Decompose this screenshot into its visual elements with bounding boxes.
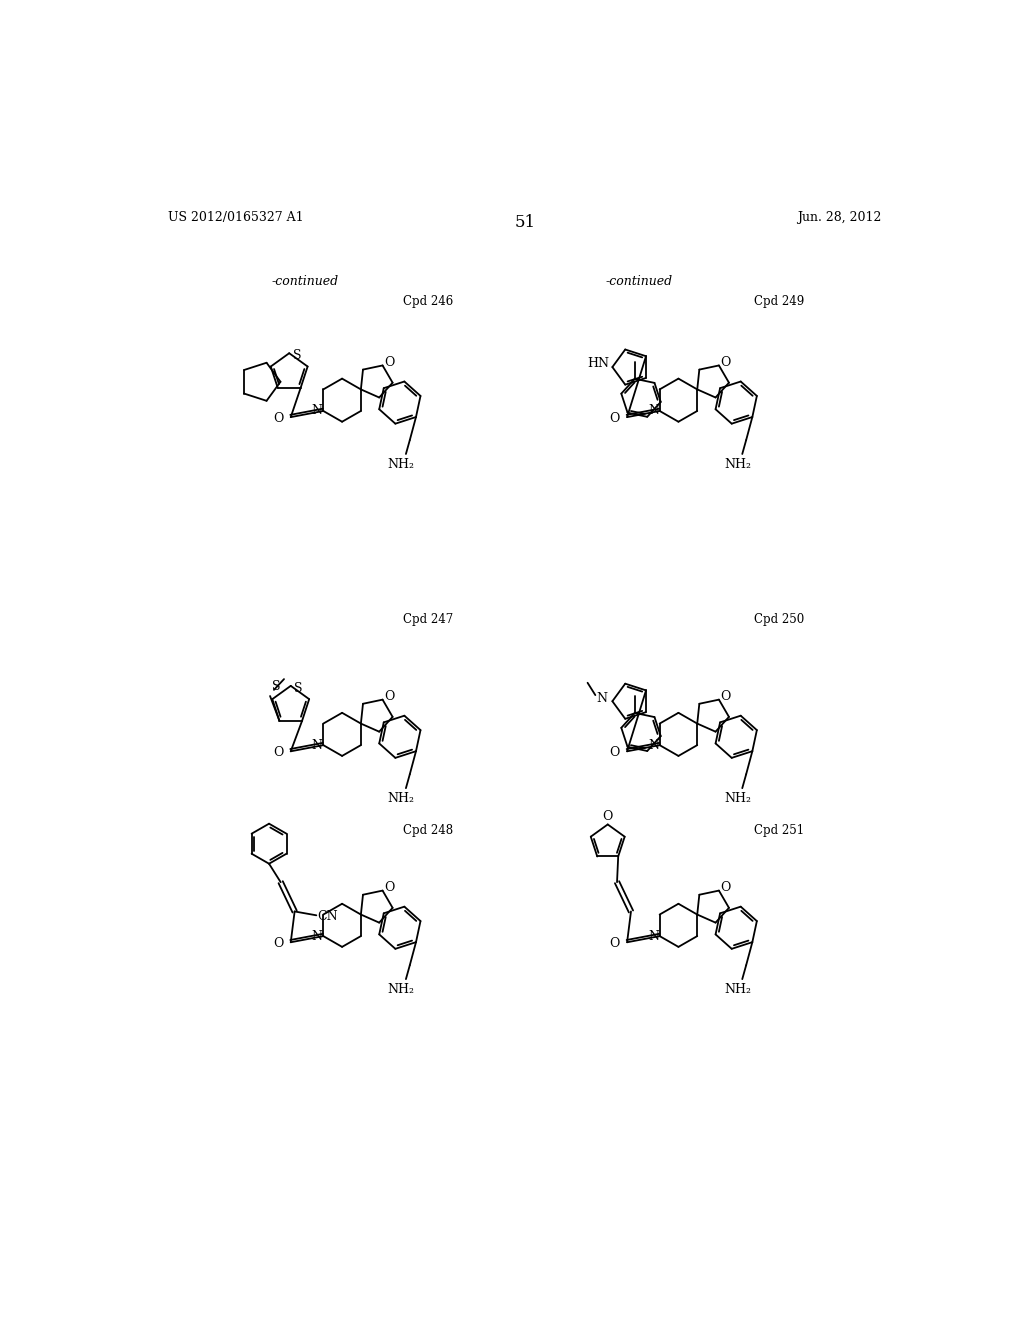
- Text: NH₂: NH₂: [388, 983, 415, 997]
- Text: HN: HN: [588, 358, 609, 371]
- Text: O: O: [273, 746, 284, 759]
- Text: O: O: [384, 356, 394, 368]
- Text: O: O: [384, 880, 394, 894]
- Text: O: O: [273, 412, 284, 425]
- Text: S: S: [272, 680, 281, 693]
- Text: N: N: [648, 739, 659, 751]
- Text: 51: 51: [514, 214, 536, 231]
- Text: O: O: [609, 412, 620, 425]
- Text: N: N: [648, 929, 659, 942]
- Text: S: S: [293, 348, 301, 362]
- Text: US 2012/0165327 A1: US 2012/0165327 A1: [168, 211, 304, 224]
- Text: Cpd 250: Cpd 250: [755, 612, 805, 626]
- Text: O: O: [721, 690, 731, 704]
- Text: O: O: [721, 880, 731, 894]
- Text: S: S: [294, 681, 303, 694]
- Text: N: N: [311, 739, 323, 751]
- Text: O: O: [609, 937, 620, 950]
- Text: O: O: [384, 690, 394, 704]
- Text: -continued: -continued: [606, 276, 673, 289]
- Text: O: O: [273, 937, 284, 950]
- Text: N: N: [311, 404, 323, 417]
- Text: O: O: [721, 356, 731, 368]
- Text: NH₂: NH₂: [724, 792, 752, 805]
- Text: -continued: -continued: [271, 276, 338, 289]
- Text: NH₂: NH₂: [388, 792, 415, 805]
- Text: O: O: [609, 746, 620, 759]
- Text: NH₂: NH₂: [724, 983, 752, 997]
- Text: O: O: [602, 810, 613, 824]
- Text: NH₂: NH₂: [388, 458, 415, 471]
- Text: CN: CN: [316, 911, 338, 924]
- Text: Cpd 249: Cpd 249: [755, 296, 805, 309]
- Text: N: N: [648, 404, 659, 417]
- Text: Cpd 247: Cpd 247: [403, 612, 454, 626]
- Text: Cpd 248: Cpd 248: [403, 825, 454, 837]
- Text: Cpd 251: Cpd 251: [755, 825, 804, 837]
- Text: NH₂: NH₂: [724, 458, 752, 471]
- Text: N: N: [311, 929, 323, 942]
- Text: N: N: [596, 692, 607, 705]
- Text: Cpd 246: Cpd 246: [403, 296, 454, 309]
- Text: Jun. 28, 2012: Jun. 28, 2012: [797, 211, 882, 224]
